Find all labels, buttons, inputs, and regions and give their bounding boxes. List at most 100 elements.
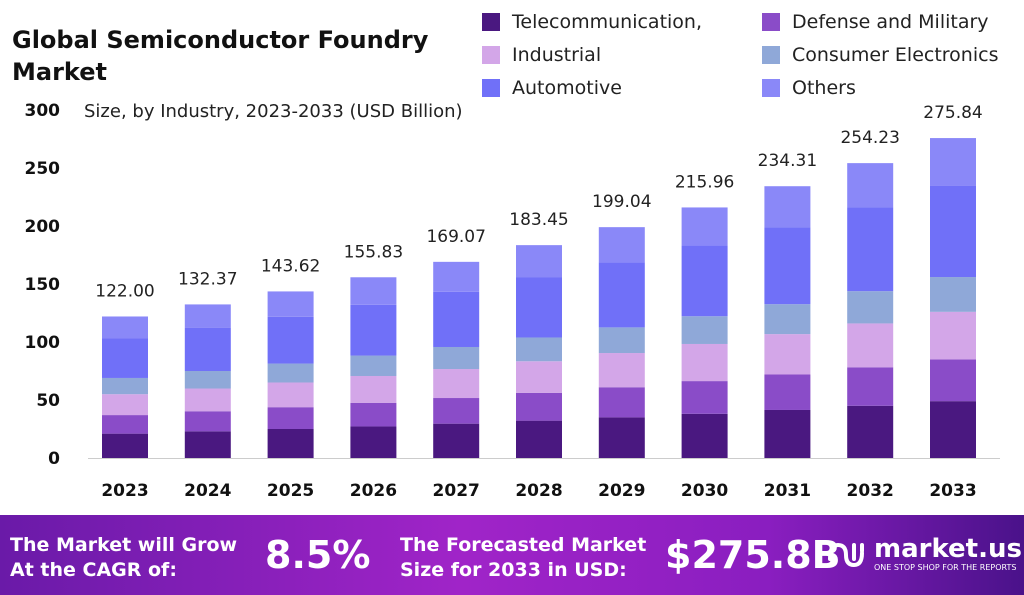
legend-swatch [482,79,500,97]
bar-segment [433,398,480,424]
cagr-label-line: At the CAGR of: [10,559,177,581]
legend-label: Industrial [512,44,602,66]
bar-segment [102,433,148,458]
bar-segment [764,374,811,410]
legend-label: Telecommunication, [512,11,703,33]
x-tick-label: 2031 [764,481,811,501]
bar-segment [267,382,314,408]
summary-banner: The Market will Grow At the CAGR of: 8.5%… [0,515,1024,595]
y-tick-label: 100 [25,333,61,353]
forecast-label: The Forecasted Market Size for 2033 in US… [400,533,646,583]
bar-segment [681,343,728,382]
bar-segment [184,411,231,432]
total-data-label: 254.23 [840,128,899,148]
bar-segment [433,346,480,370]
legend-label: Consumer Electronics [792,44,999,66]
bar-segment [681,413,728,458]
legend-label: Others [792,77,856,99]
bar-segment [930,277,976,312]
bar-segment [102,415,148,434]
bar-segment [433,369,480,399]
legend-swatch [762,46,780,64]
bar-segment [847,291,894,324]
total-data-label: 155.83 [344,242,403,262]
bar-segment [350,402,397,427]
total-data-label: 215.96 [675,172,734,192]
total-data-label: 122.00 [95,281,154,301]
legend-swatch [762,13,780,31]
bar-segment [681,207,728,246]
cagr-label-line: The Market will Grow [10,534,238,556]
total-data-label: 199.04 [592,192,651,212]
legend-swatch [482,46,500,64]
bar-segment [930,359,976,402]
chart-title: Global Semiconductor Foundry Market [12,26,429,86]
logo-name: market.us [874,534,1022,564]
bar-segment [516,361,562,393]
bar-segment [764,227,811,305]
y-tick-label: 200 [25,217,61,237]
bar-segment [598,227,645,263]
bar-segment [184,327,231,371]
bar-segment [267,407,314,429]
bar-segment [681,381,728,414]
bar-segment [764,409,811,458]
bar-segment [516,245,562,278]
x-tick-label: 2023 [101,481,148,501]
legend-swatch [482,13,500,31]
y-tick-label: 250 [25,159,61,179]
bar-segment [433,291,480,347]
bar-segment [184,431,231,458]
bar-segment [681,316,728,344]
bar-segment [847,207,894,292]
total-data-label: 169.07 [426,227,485,247]
bar-segment [764,186,811,228]
bar-segment [847,367,894,406]
x-tick-label: 2027 [433,481,480,501]
legend-item-consumer: Consumer Electronics [762,44,998,66]
bar-segment [267,291,314,317]
bar-segment [102,377,148,395]
total-data-label: 275.84 [923,103,982,123]
x-tick-label: 2024 [184,481,231,501]
x-tick-label: 2033 [929,481,976,501]
logo-mark-icon [828,542,864,568]
bar-segment [598,387,645,418]
cagr-value: 8.5% [265,533,371,577]
bar-segment [184,371,231,389]
bar-segment [516,420,562,458]
forecast-value: $275.8B [665,533,841,577]
cagr-label: The Market will Grow At the CAGR of: [10,533,237,583]
bar-segment [184,388,231,412]
x-tick-label: 2032 [847,481,894,501]
forecast-label-line: The Forecasted Market [400,534,647,556]
x-tick-label: 2030 [681,481,728,501]
legend-label: Automotive [512,77,622,99]
bar-segment [847,163,894,208]
bar-segment [433,423,480,458]
bar-segment [267,363,314,383]
bar-segment [350,304,397,356]
bar-segment [516,337,562,362]
legend-item-automotive: Automotive [482,77,622,99]
x-tick-label: 2029 [598,481,645,501]
bar-segment [598,353,645,388]
legend-label: Defense and Military [792,11,989,33]
x-tick-label: 2025 [267,481,314,501]
bar-segment [102,338,148,378]
bar-segment [102,394,148,416]
x-tick-label: 2028 [515,481,562,501]
chart-subtitle: Size, by Industry, 2023-2033 (USD Billio… [84,101,463,122]
bar-segment [598,417,645,458]
total-data-label: 234.31 [758,151,817,171]
legend-item-others: Others [762,77,856,99]
y-tick-label: 300 [25,101,61,121]
bar-segment [847,405,894,458]
legend-item-telecommunication: Telecommunication, [482,11,702,33]
bar-segment [350,375,397,403]
forecast-label-line: Size for 2033 in USD: [400,559,627,581]
y-tick-label: 150 [25,275,61,295]
bar-segment [350,277,397,305]
legend-item-industrial: Industrial [482,44,601,66]
bar-segment [516,392,562,421]
